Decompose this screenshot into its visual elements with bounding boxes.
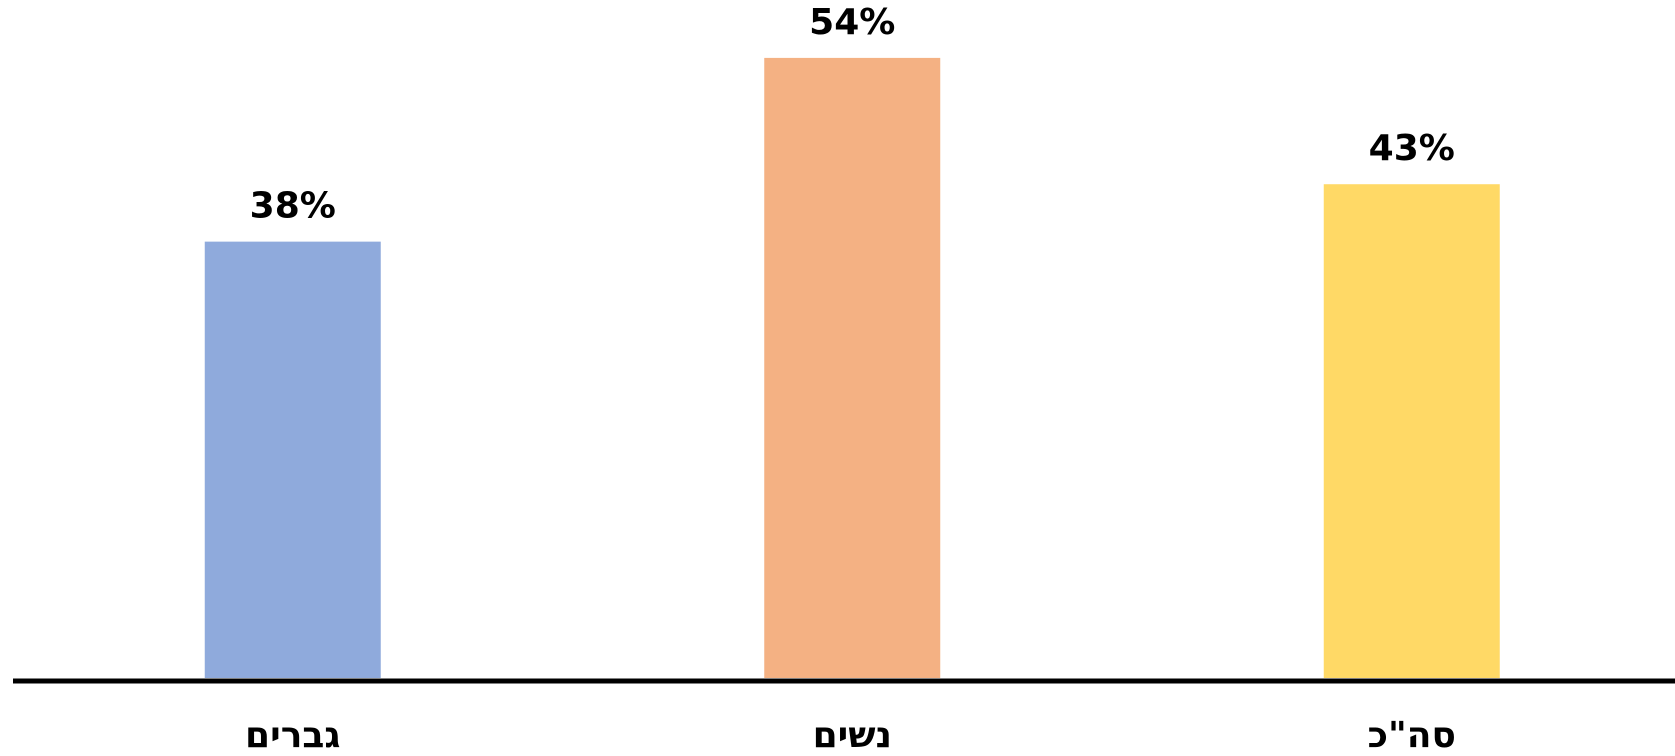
bar xyxy=(1323,184,1500,678)
data-label: 54% xyxy=(809,2,895,43)
data-label: 43% xyxy=(1369,128,1455,169)
bar xyxy=(204,241,381,678)
data-label: 38% xyxy=(250,186,336,227)
x-tick-label: סה"כ xyxy=(1368,715,1456,752)
x-tick-label: נשים xyxy=(813,715,892,752)
bar xyxy=(764,57,941,678)
x-tick-label: גברים xyxy=(245,715,340,752)
